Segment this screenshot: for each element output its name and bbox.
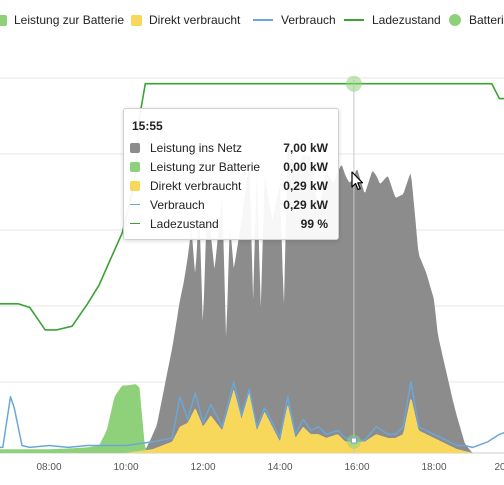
tooltip-row: Leistung zur Batterie 0,00 kW: [130, 158, 334, 176]
data-tooltip: 15:55 Leistung ins Netz 7,00 kW Leistung z…: [123, 108, 339, 240]
tooltip-marker: [130, 223, 140, 224]
tooltip-time: 15:55: [132, 119, 163, 133]
legend-label: Leistung zur Batterie: [14, 13, 125, 27]
area-direkt-verbraucht: [0, 389, 504, 453]
crosshair-overlay: [345, 75, 362, 453]
x-tick-label: 20: [494, 462, 504, 473]
legend-swatch: [0, 14, 7, 26]
x-tick-label: 08:00: [36, 462, 62, 473]
area-leistung-ins-netz: [0, 142, 504, 453]
x-tick-label: 10:00: [113, 462, 139, 473]
legend-label: Direkt verbraucht: [149, 13, 241, 27]
legend-label: Ladezustand: [372, 13, 441, 27]
legend-item[interactable]: Leistung zur Batterie: [0, 13, 124, 27]
tooltip-value: 0,29 kW: [283, 179, 328, 193]
tooltip-row: Direkt verbraucht 0,29 kW: [130, 177, 334, 195]
tooltip-value: 99 %: [300, 217, 328, 231]
tooltip-row: Leistung ins Netz 7,00 kW: [130, 139, 334, 157]
legend-swatch: [131, 14, 142, 26]
tooltip-row: Ladezustand 99 %: [130, 215, 334, 233]
legend-swatch: [344, 19, 364, 21]
line-ladezustand: [0, 82, 504, 331]
x-tick-label: 18:00: [421, 462, 447, 473]
legend-swatch: [449, 14, 461, 26]
legend-item[interactable]: Batteries: [449, 13, 504, 27]
hover-marker-verbrauch: [350, 437, 357, 444]
tooltip-label: Direkt verbraucht: [150, 179, 242, 193]
x-tick-label: 16:00: [344, 462, 370, 473]
x-tick-label: 14:00: [267, 462, 293, 473]
line-verbrauch: [0, 381, 504, 449]
legend-label: Verbrauch: [281, 13, 336, 27]
tooltip-row: Verbrauch 0,29 kW: [130, 196, 334, 214]
tooltip-value: 0,00 kW: [283, 160, 328, 174]
mouse-pointer-icon: [351, 171, 364, 191]
tooltip-marker: [130, 181, 140, 191]
area-series: [0, 142, 504, 453]
legend-swatch: [253, 19, 273, 21]
line-series: [0, 82, 504, 449]
hover-marker-ladezustand: [345, 75, 362, 92]
tooltip-label: Verbrauch: [150, 198, 205, 212]
tooltip-value: 0,29 kW: [283, 198, 328, 212]
tooltip-marker: [130, 143, 140, 153]
tooltip-value: 7,00 kW: [283, 141, 328, 155]
tooltip-marker: [130, 162, 140, 172]
legend-label: Batteries: [469, 13, 504, 27]
tooltip-label: Leistung zur Batterie: [150, 160, 261, 174]
tooltip-label: Ladezustand: [150, 217, 219, 231]
tooltip-label: Leistung ins Netz: [150, 141, 243, 155]
legend-item[interactable]: Verbrauch: [253, 13, 336, 27]
legend-item[interactable]: Direkt verbraucht: [131, 13, 240, 27]
legend-item[interactable]: Ladezustand: [344, 13, 441, 27]
chart-legend: Leistung zur Batterie Direkt verbraucht Ve…: [0, 0, 504, 40]
area-leistung-zur-batterie: [0, 384, 504, 453]
tooltip-marker: [130, 204, 140, 205]
x-tick-label: 12:00: [190, 462, 216, 473]
